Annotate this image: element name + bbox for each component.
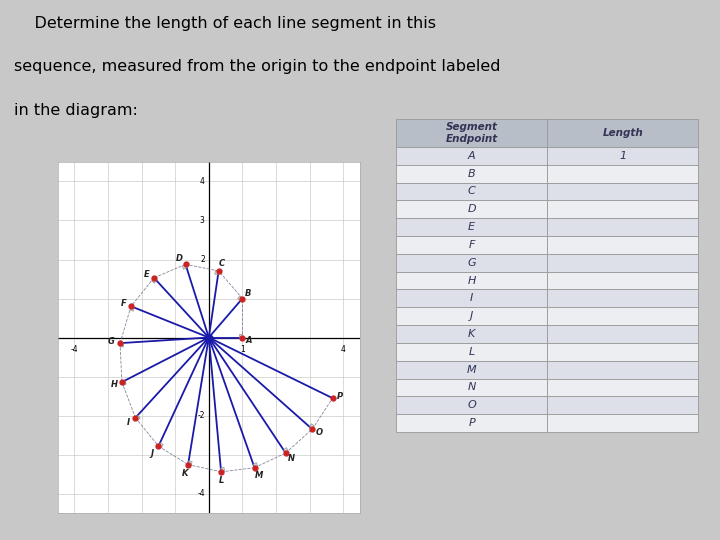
Text: N: N xyxy=(288,454,295,463)
Text: A: A xyxy=(246,336,252,345)
Polygon shape xyxy=(253,463,258,468)
Polygon shape xyxy=(122,381,126,386)
Polygon shape xyxy=(120,343,124,347)
Text: in the diagram:: in the diagram: xyxy=(14,103,138,118)
Text: I: I xyxy=(127,418,130,427)
Text: L: L xyxy=(218,476,224,485)
Text: -2: -2 xyxy=(197,411,204,420)
Polygon shape xyxy=(182,264,186,269)
Text: B: B xyxy=(246,289,251,298)
Text: P: P xyxy=(337,392,343,401)
Text: 2: 2 xyxy=(200,255,204,264)
Text: 4: 4 xyxy=(200,177,204,186)
Text: -4: -4 xyxy=(197,489,204,498)
Polygon shape xyxy=(188,461,192,465)
Text: E: E xyxy=(144,270,150,279)
Polygon shape xyxy=(215,270,219,275)
Text: O: O xyxy=(315,428,323,437)
Text: F: F xyxy=(121,299,127,308)
Polygon shape xyxy=(152,278,156,284)
Polygon shape xyxy=(130,306,134,311)
Text: 4: 4 xyxy=(341,345,346,354)
Polygon shape xyxy=(135,415,140,421)
Text: -4: -4 xyxy=(71,345,78,354)
Text: sequence, measured from the origin to the endpoint labeled: sequence, measured from the origin to th… xyxy=(14,59,501,75)
Text: G: G xyxy=(108,336,115,346)
Text: 3: 3 xyxy=(200,216,204,225)
Polygon shape xyxy=(238,296,243,301)
Polygon shape xyxy=(221,468,225,472)
Polygon shape xyxy=(284,448,288,453)
Polygon shape xyxy=(239,334,243,338)
Text: M: M xyxy=(254,471,263,480)
Text: D: D xyxy=(176,254,183,263)
Text: K: K xyxy=(181,469,188,478)
Polygon shape xyxy=(158,443,163,448)
Text: Determine the length of each line segment in this: Determine the length of each line segmen… xyxy=(14,16,436,31)
Text: C: C xyxy=(219,259,225,268)
Text: J: J xyxy=(151,449,154,458)
Text: H: H xyxy=(111,380,118,388)
Text: 1: 1 xyxy=(240,345,245,354)
Polygon shape xyxy=(310,424,314,429)
